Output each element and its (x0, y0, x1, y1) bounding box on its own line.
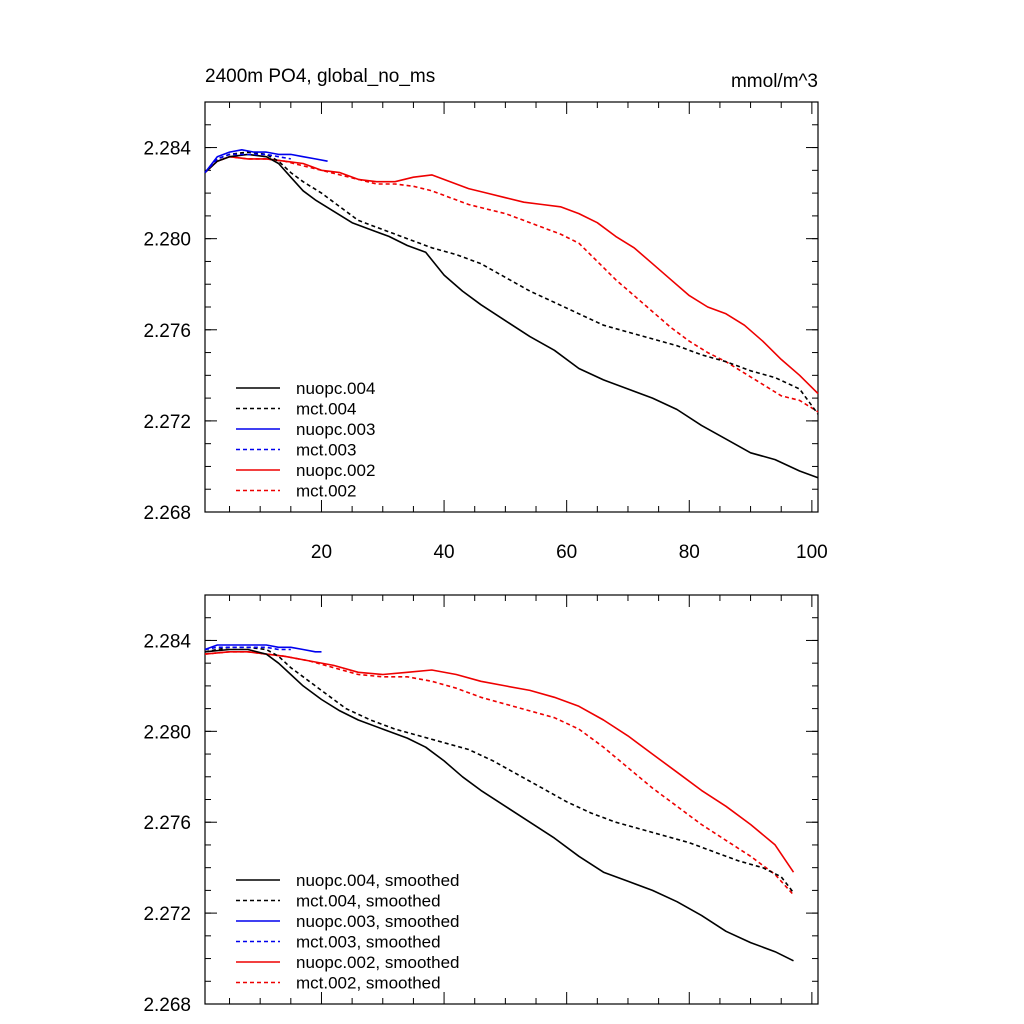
legend-label: nuopc.002, smoothed (296, 953, 460, 972)
bottom-panel: 2.268 2.272 2.276 2.280 2.284 nuopc.004, smoo… (143, 594, 819, 1016)
y-tick-label: 2.284 (143, 139, 191, 160)
x-tick-label: 20 (311, 542, 332, 563)
legend-label: nuopc.003 (296, 420, 375, 439)
chart-title: 2400m PO4, global_no_ms (205, 66, 435, 87)
x-tick-label: 80 (679, 542, 700, 563)
legend-label: mct.003 (296, 441, 356, 460)
y-tick-label: 2.280 (143, 230, 191, 251)
legend-label: mct.003, smoothed (296, 933, 441, 952)
x-tick-label: 40 (433, 542, 454, 563)
x-tick-label: 100 (796, 542, 828, 563)
units-label: mmol/m^3 (731, 71, 818, 92)
series-line-mct-004-smoothed (204, 646, 795, 894)
series-line-nuopc-003-smoothed (204, 644, 322, 653)
series-line-mct-002 (204, 155, 819, 413)
y-tick-label: 2.276 (143, 813, 191, 834)
x-tick-label: 60 (556, 542, 577, 563)
series-line-nuopc-004-smoothed (204, 648, 794, 962)
series-line-mct-003 (204, 153, 291, 174)
legend-label: mct.004, smoothed (296, 892, 441, 911)
series-line-nuopc-002-smoothed (204, 651, 795, 873)
y-tick-label: 2.284 (143, 631, 191, 652)
series-line-mct-003-smoothed (204, 646, 291, 651)
y-tick-label: 2.268 (143, 503, 191, 524)
legend-label: mct.002 (296, 482, 356, 501)
top-panel: 2400m PO4, global_no_ms mmol/m^3 2.268 2.… (143, 66, 827, 563)
legend-label: mct.004 (296, 400, 356, 419)
legend-label: nuopc.004 (296, 379, 375, 398)
series-line-nuopc-003 (204, 149, 328, 174)
series-line-nuopc-002 (204, 155, 819, 395)
legend-label: nuopc.003, smoothed (296, 912, 460, 931)
legend-label: mct.002, smoothed (296, 974, 441, 993)
series-line-mct-004 (204, 151, 819, 415)
y-tick-label: 2.280 (143, 722, 191, 743)
legend-label: nuopc.004, smoothed (296, 871, 460, 890)
series-line-mct-002-smoothed (204, 651, 795, 896)
y-tick-label: 2.268 (143, 995, 191, 1016)
legend-label: nuopc.002 (296, 461, 375, 480)
y-tick-label: 2.276 (143, 321, 191, 342)
y-tick-label: 2.272 (143, 904, 191, 925)
y-tick-label: 2.272 (143, 412, 191, 433)
series-line-nuopc-004 (204, 153, 819, 479)
